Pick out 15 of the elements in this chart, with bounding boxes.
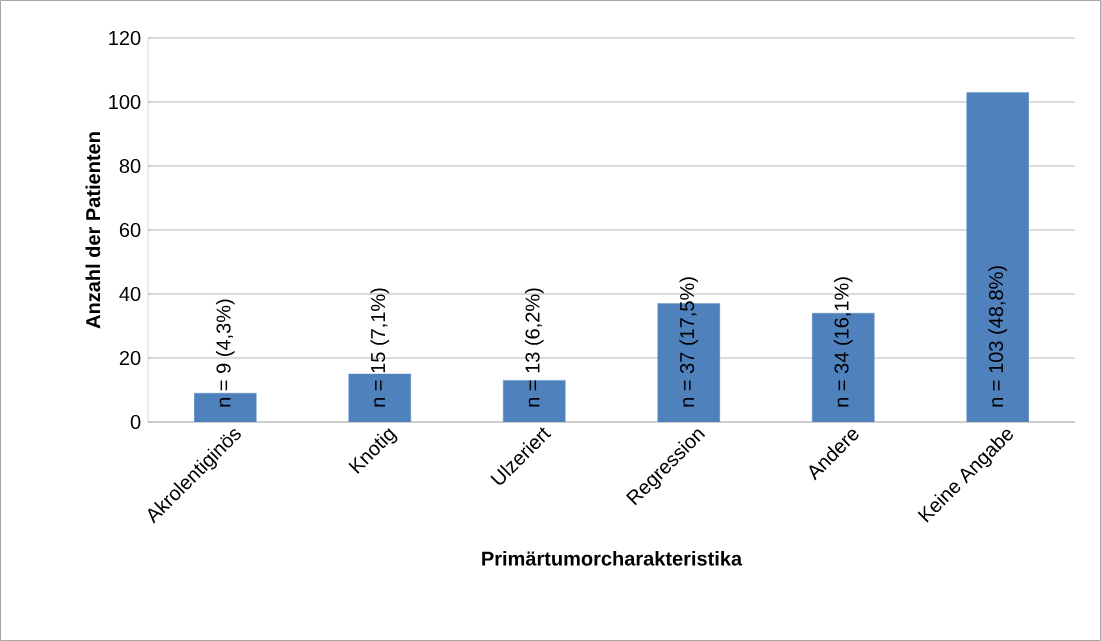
data-label: n = 15 (7,1%) <box>370 288 390 407</box>
data-label: n = 103 (48,8%) <box>988 266 1008 407</box>
y-tick-label: 80 <box>119 158 141 174</box>
data-label: n = 37 (17,5%) <box>679 277 699 407</box>
y-tick-label: 60 <box>119 222 141 238</box>
data-label: n = 9 (4,3%) <box>215 299 235 407</box>
y-axis-title: Anzahl der Patienten <box>85 132 101 329</box>
y-tick-label: 40 <box>119 286 141 302</box>
y-tick-label: 100 <box>109 94 141 110</box>
y-tick-label: 20 <box>119 350 141 366</box>
data-label: n = 34 (16,1%) <box>833 277 853 407</box>
x-axis-title: Primärtumorcharakteristika <box>482 550 743 566</box>
y-tick-label: 0 <box>130 414 141 430</box>
y-tick-label: 120 <box>109 30 141 46</box>
data-label: n = 13 (6,2%) <box>524 288 544 407</box>
